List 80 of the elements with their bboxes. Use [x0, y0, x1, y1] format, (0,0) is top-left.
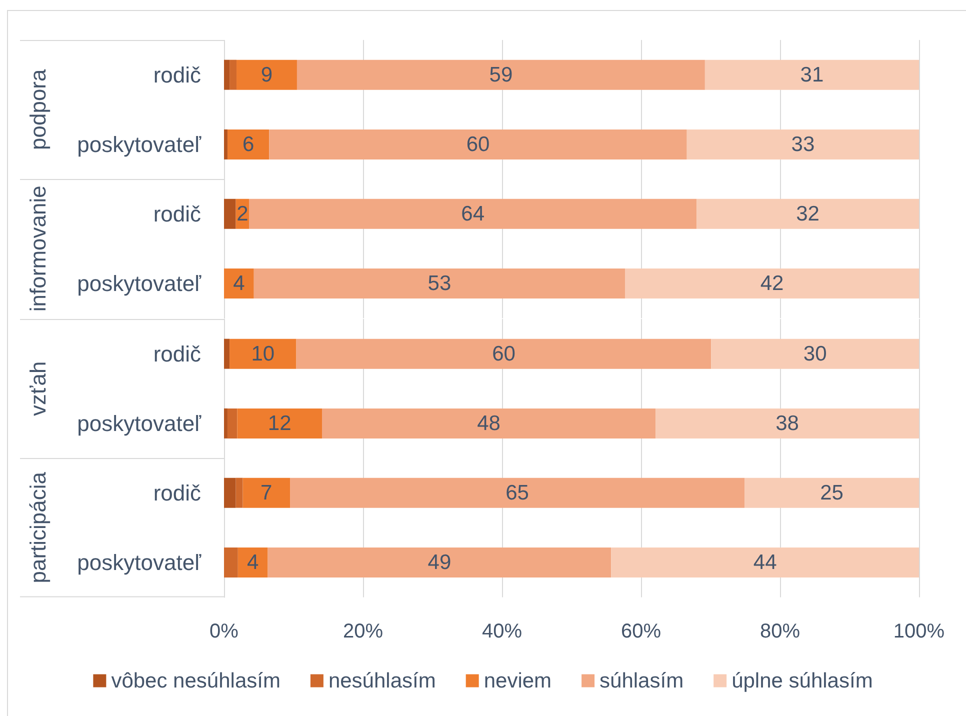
bar [254, 268, 626, 299]
bar [249, 199, 697, 230]
data-label: 4 [247, 550, 259, 574]
bar [227, 129, 270, 160]
bar [224, 547, 238, 578]
x-tick-label: 80% [760, 620, 800, 642]
y-tick-label: poskytovateľ [77, 550, 202, 575]
data-label: 38 [776, 411, 799, 434]
data-label: 60 [466, 132, 490, 156]
legend-label: vôbec nesúhlasím [111, 669, 280, 692]
data-label: 2 [236, 202, 248, 226]
data-label: 64 [461, 202, 485, 226]
bar [224, 408, 228, 438]
bar [744, 478, 919, 508]
bar [686, 129, 919, 160]
bar [296, 338, 712, 368]
bar [230, 338, 296, 368]
legend-label: neviem [484, 669, 552, 692]
y-axis-title: informovanie [26, 186, 50, 312]
data-label: 30 [803, 342, 827, 365]
bar [269, 129, 687, 160]
data-label: 9 [260, 63, 273, 86]
data-label: 48 [477, 411, 500, 434]
bar [242, 478, 290, 508]
data-label: 7 [260, 481, 272, 504]
bar [704, 60, 919, 90]
bar [230, 60, 237, 90]
bar [696, 199, 919, 230]
bar [611, 547, 919, 578]
y-tick-label: rodič [153, 62, 201, 88]
y-axis-title: podpora [26, 68, 50, 150]
bar [656, 408, 919, 438]
x-tick-label: 0% [210, 620, 239, 642]
data-label: 6 [242, 132, 254, 156]
y-axis-title: vzťah [26, 360, 50, 416]
bar [290, 478, 745, 508]
data-label: 4 [233, 272, 246, 296]
y-axis-title: participácia [26, 470, 50, 584]
bar [236, 478, 243, 508]
data-label: 25 [820, 481, 844, 504]
bar [224, 268, 254, 299]
bar [236, 60, 297, 90]
legend-label: nesúhlasím [328, 669, 436, 692]
data-label: 53 [428, 272, 452, 296]
data-label: 12 [268, 411, 292, 434]
y-tick-label: rodič [153, 202, 201, 227]
bar [296, 60, 705, 90]
data-label: 33 [791, 132, 815, 156]
y-tick-label: poskytovateľ [77, 271, 202, 296]
bar [711, 338, 919, 368]
data-label: 10 [251, 342, 275, 365]
data-label: 65 [506, 481, 529, 504]
y-tick-label: rodič [153, 340, 201, 366]
data-label: 44 [753, 550, 778, 574]
bar [224, 60, 230, 90]
legend-label: úplne súhlasím [732, 669, 873, 692]
bar [227, 408, 238, 438]
x-tick-label: 20% [342, 620, 384, 642]
bar [268, 547, 612, 578]
bar [224, 478, 236, 508]
y-tick-label: poskytovateľ [77, 410, 202, 436]
y-tick-label: poskytovateľ [77, 132, 202, 157]
x-tick-label: 100% [893, 620, 945, 642]
bar [625, 268, 919, 299]
bar [238, 547, 268, 578]
x-tick-label: 40% [482, 620, 522, 642]
bar [224, 199, 236, 230]
bar [224, 338, 230, 368]
data-label: 32 [796, 202, 820, 226]
data-label: 31 [800, 63, 824, 86]
x-tick-label: 60% [620, 620, 662, 642]
legend-label: súhlasím [600, 669, 684, 692]
data-label: 42 [760, 272, 784, 296]
bar [322, 408, 656, 438]
data-label: 49 [428, 550, 452, 574]
bar [237, 408, 322, 438]
y-tick-label: rodič [153, 480, 201, 506]
data-label: 59 [489, 63, 513, 86]
data-label: 60 [492, 342, 516, 365]
bar [224, 129, 228, 160]
